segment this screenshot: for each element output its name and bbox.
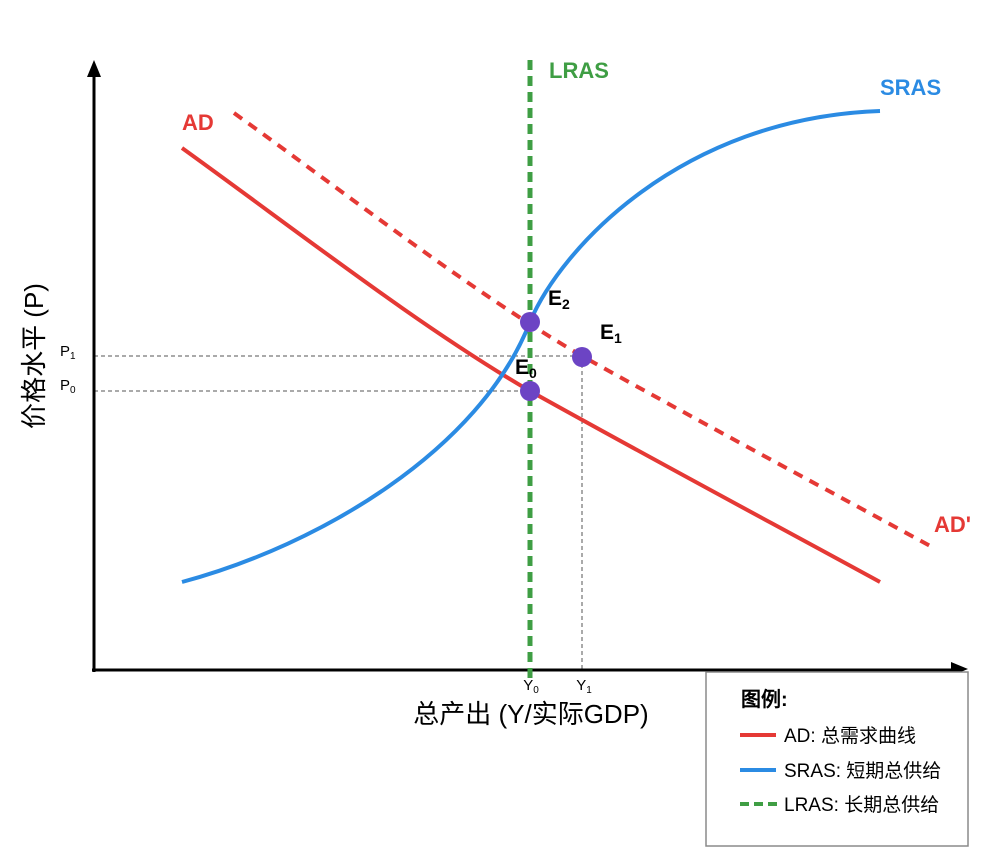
point-label-e1-sub: 1 <box>614 330 622 346</box>
output-level-y1-letter: Y <box>576 677 586 694</box>
output-level-y0-sub: 0 <box>533 685 539 696</box>
x-axis-label: 总产出 (Y/实际GDP) <box>413 699 648 729</box>
point-label-e0-letter: E <box>515 356 529 379</box>
equilibrium-point-e1 <box>572 347 592 367</box>
point-label-e0: E0 <box>515 356 537 381</box>
output-level-y0-letter: Y <box>523 677 533 694</box>
point-label-e2-letter: E <box>548 287 562 310</box>
point-label-e1-letter: E <box>600 321 614 344</box>
legend-box <box>705 671 969 847</box>
output-level-y1-label: Y1 <box>576 677 592 696</box>
lras-label: LRAS <box>549 58 609 83</box>
ad-shifted-curve <box>232 111 933 549</box>
point-label-e2-sub: 2 <box>562 296 570 312</box>
price-level-p0-letter: P <box>60 377 70 394</box>
equilibrium-point-e0 <box>520 381 540 401</box>
point-label-e0-sub: 0 <box>529 365 537 381</box>
legend: 图例: AD: 总需求曲线 SRAS: 短期总供给 LRAS: 长期总供给 <box>705 671 969 847</box>
point-label-e1: E1 <box>600 321 622 346</box>
equilibrium-point-e2 <box>520 312 540 332</box>
legend-item-lras: LRAS: 长期总供给 <box>784 794 939 816</box>
y-axis-arrowhead <box>87 60 101 77</box>
legend-title: 图例: <box>741 687 788 711</box>
legend-item-ad: AD: 总需求曲线 <box>784 725 916 747</box>
guide-lines <box>94 355 583 671</box>
price-level-p1-sub: 1 <box>70 351 76 362</box>
price-level-p1-letter: P <box>60 343 70 360</box>
ad-shifted-label: AD' <box>934 512 971 537</box>
ad-label: AD <box>182 110 214 135</box>
price-level-p0-sub: 0 <box>70 385 76 396</box>
point-label-e2: E2 <box>548 287 570 312</box>
legend-item-sras: SRAS: 短期总供给 <box>784 760 941 782</box>
output-level-y1-sub: 1 <box>586 685 592 696</box>
price-level-p1-label: P1 <box>60 343 76 362</box>
sras-label: SRAS <box>880 75 941 100</box>
y-axis-label: 价格水平 (P) <box>19 283 49 429</box>
output-level-y0-label: Y0 <box>523 677 539 696</box>
price-level-p0-label: P0 <box>60 377 76 396</box>
